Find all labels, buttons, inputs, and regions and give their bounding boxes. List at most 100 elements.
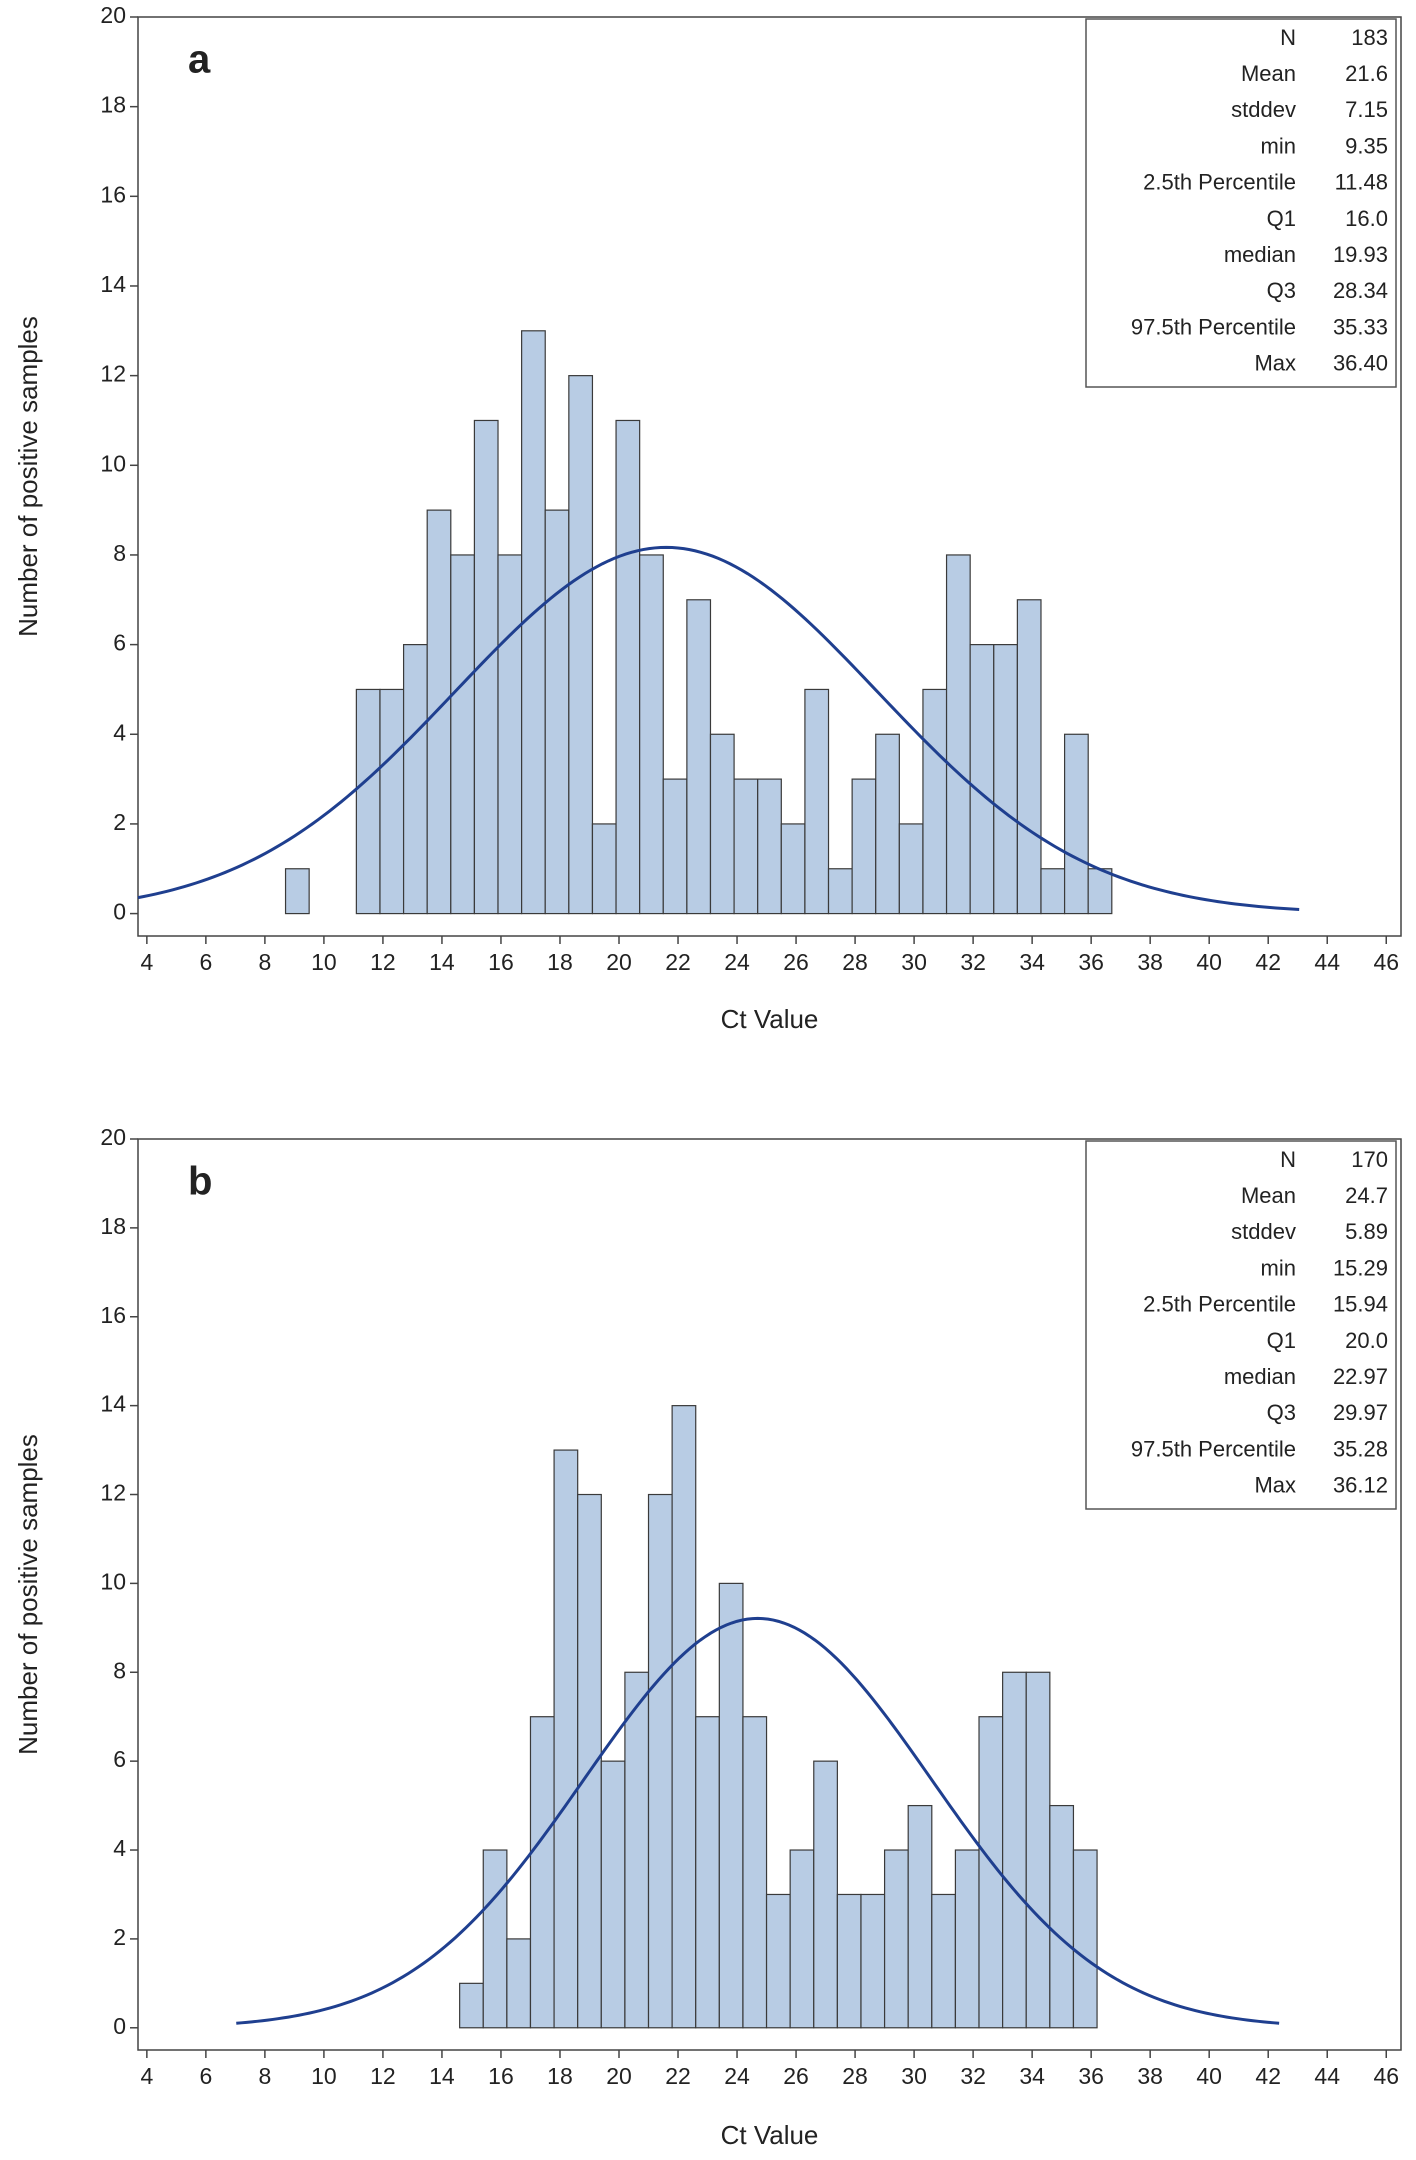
y-tick-label: 20 bbox=[100, 1124, 126, 1150]
bar bbox=[450, 554, 476, 915]
x-tick-label: 42 bbox=[1255, 2063, 1281, 2089]
bar bbox=[459, 1982, 484, 2029]
bar bbox=[686, 599, 712, 915]
stats-label: Mean bbox=[1241, 1183, 1296, 1208]
bar bbox=[1016, 599, 1042, 915]
x-tick-label: 44 bbox=[1314, 949, 1340, 975]
x-tick-label: 28 bbox=[842, 949, 868, 975]
stats-label: median bbox=[1224, 1364, 1296, 1389]
y-tick-label: 10 bbox=[100, 1568, 126, 1594]
bar bbox=[954, 1849, 980, 2029]
bar bbox=[426, 509, 452, 915]
y-tick-label: 4 bbox=[113, 719, 126, 745]
x-tick-label: 30 bbox=[901, 949, 927, 975]
x-tick-label: 12 bbox=[370, 949, 396, 975]
y-tick-label: 20 bbox=[100, 2, 126, 28]
x-tick-label: 44 bbox=[1314, 2063, 1340, 2089]
stats-value: 16.0 bbox=[1345, 206, 1388, 231]
panel-label: b bbox=[188, 1160, 212, 1204]
stats-label: min bbox=[1261, 133, 1296, 158]
y-axis-label: Number of positive samples bbox=[13, 1434, 43, 1755]
stats-value: 36.12 bbox=[1333, 1473, 1388, 1498]
bar bbox=[907, 1804, 933, 2029]
x-tick-label: 8 bbox=[258, 2063, 271, 2089]
bar bbox=[827, 868, 853, 915]
bar bbox=[1040, 868, 1066, 915]
bar bbox=[506, 1938, 532, 2029]
bar bbox=[284, 868, 310, 915]
x-tick-label: 6 bbox=[199, 2063, 212, 2089]
x-axis-label: Ct Value bbox=[721, 1004, 819, 1034]
y-tick-label: 12 bbox=[100, 1480, 126, 1506]
stats-label: 97.5th Percentile bbox=[1131, 1436, 1296, 1461]
stats-value: 19.93 bbox=[1333, 242, 1388, 267]
stats-value: 29.97 bbox=[1333, 1400, 1388, 1425]
bar bbox=[591, 823, 617, 915]
stats-label: Q1 bbox=[1267, 1328, 1296, 1353]
bar bbox=[836, 1893, 862, 2029]
bar bbox=[600, 1760, 626, 2029]
y-tick-label: 0 bbox=[113, 2013, 126, 2039]
bar bbox=[969, 644, 995, 915]
x-tick-label: 24 bbox=[724, 2063, 750, 2089]
x-tick-label: 6 bbox=[199, 949, 212, 975]
bar bbox=[742, 1716, 768, 2029]
bar bbox=[553, 1449, 579, 2029]
y-tick-label: 0 bbox=[113, 899, 126, 925]
stats-label: min bbox=[1261, 1255, 1296, 1280]
bar bbox=[695, 1716, 720, 2029]
stats-value: 5.89 bbox=[1345, 1219, 1388, 1244]
bar bbox=[1025, 1671, 1051, 2029]
x-tick-label: 14 bbox=[429, 949, 455, 975]
bar bbox=[639, 554, 664, 915]
bar bbox=[379, 688, 405, 915]
bar bbox=[1087, 868, 1113, 915]
panel-label: a bbox=[188, 38, 211, 82]
stats-box bbox=[1085, 1140, 1397, 1510]
y-tick-label: 12 bbox=[100, 361, 126, 387]
stats-value: 20.0 bbox=[1345, 1328, 1388, 1353]
stats-label: stddev bbox=[1231, 97, 1296, 122]
y-tick-label: 4 bbox=[113, 1835, 126, 1861]
stats-value: 21.6 bbox=[1345, 61, 1388, 86]
x-tick-label: 10 bbox=[311, 2063, 337, 2089]
x-tick-label: 10 bbox=[311, 949, 337, 975]
x-tick-label: 40 bbox=[1196, 2063, 1222, 2089]
stats-label: N bbox=[1280, 1147, 1296, 1172]
stats-label: median bbox=[1224, 242, 1296, 267]
x-tick-label: 18 bbox=[547, 949, 573, 975]
bar bbox=[529, 1716, 555, 2029]
y-tick-label: 2 bbox=[113, 1924, 126, 1950]
bar bbox=[733, 778, 759, 915]
bar bbox=[780, 823, 806, 915]
bar bbox=[931, 1893, 957, 2029]
normal-curve bbox=[236, 1616, 1280, 2025]
x-tick-label: 38 bbox=[1137, 2063, 1163, 2089]
y-tick-label: 10 bbox=[100, 450, 126, 476]
stats-label: Max bbox=[1254, 351, 1296, 376]
x-tick-label: 4 bbox=[140, 2063, 153, 2089]
bar bbox=[544, 509, 570, 915]
stats-label: Q1 bbox=[1267, 206, 1296, 231]
y-tick-label: 8 bbox=[113, 1657, 126, 1683]
stats-label: stddev bbox=[1231, 1219, 1296, 1244]
x-tick-label: 40 bbox=[1196, 949, 1222, 975]
x-tick-label: 24 bbox=[724, 949, 750, 975]
x-tick-label: 16 bbox=[488, 2063, 514, 2089]
x-tick-label: 34 bbox=[1019, 949, 1045, 975]
bar bbox=[898, 823, 924, 915]
bar bbox=[497, 554, 523, 915]
x-tick-label: 28 bbox=[842, 2063, 868, 2089]
stats-value: 183 bbox=[1351, 25, 1388, 50]
x-tick-label: 4 bbox=[140, 949, 153, 975]
stats-box bbox=[1085, 18, 1397, 388]
bar bbox=[1072, 1849, 1098, 2029]
bar bbox=[860, 1893, 886, 2029]
stats-label: 97.5th Percentile bbox=[1131, 314, 1296, 339]
x-tick-label: 46 bbox=[1373, 2063, 1399, 2089]
bar bbox=[765, 1893, 791, 2029]
bar bbox=[615, 419, 641, 915]
y-tick-label: 8 bbox=[113, 540, 126, 566]
x-tick-label: 26 bbox=[783, 949, 809, 975]
bar bbox=[757, 778, 782, 915]
